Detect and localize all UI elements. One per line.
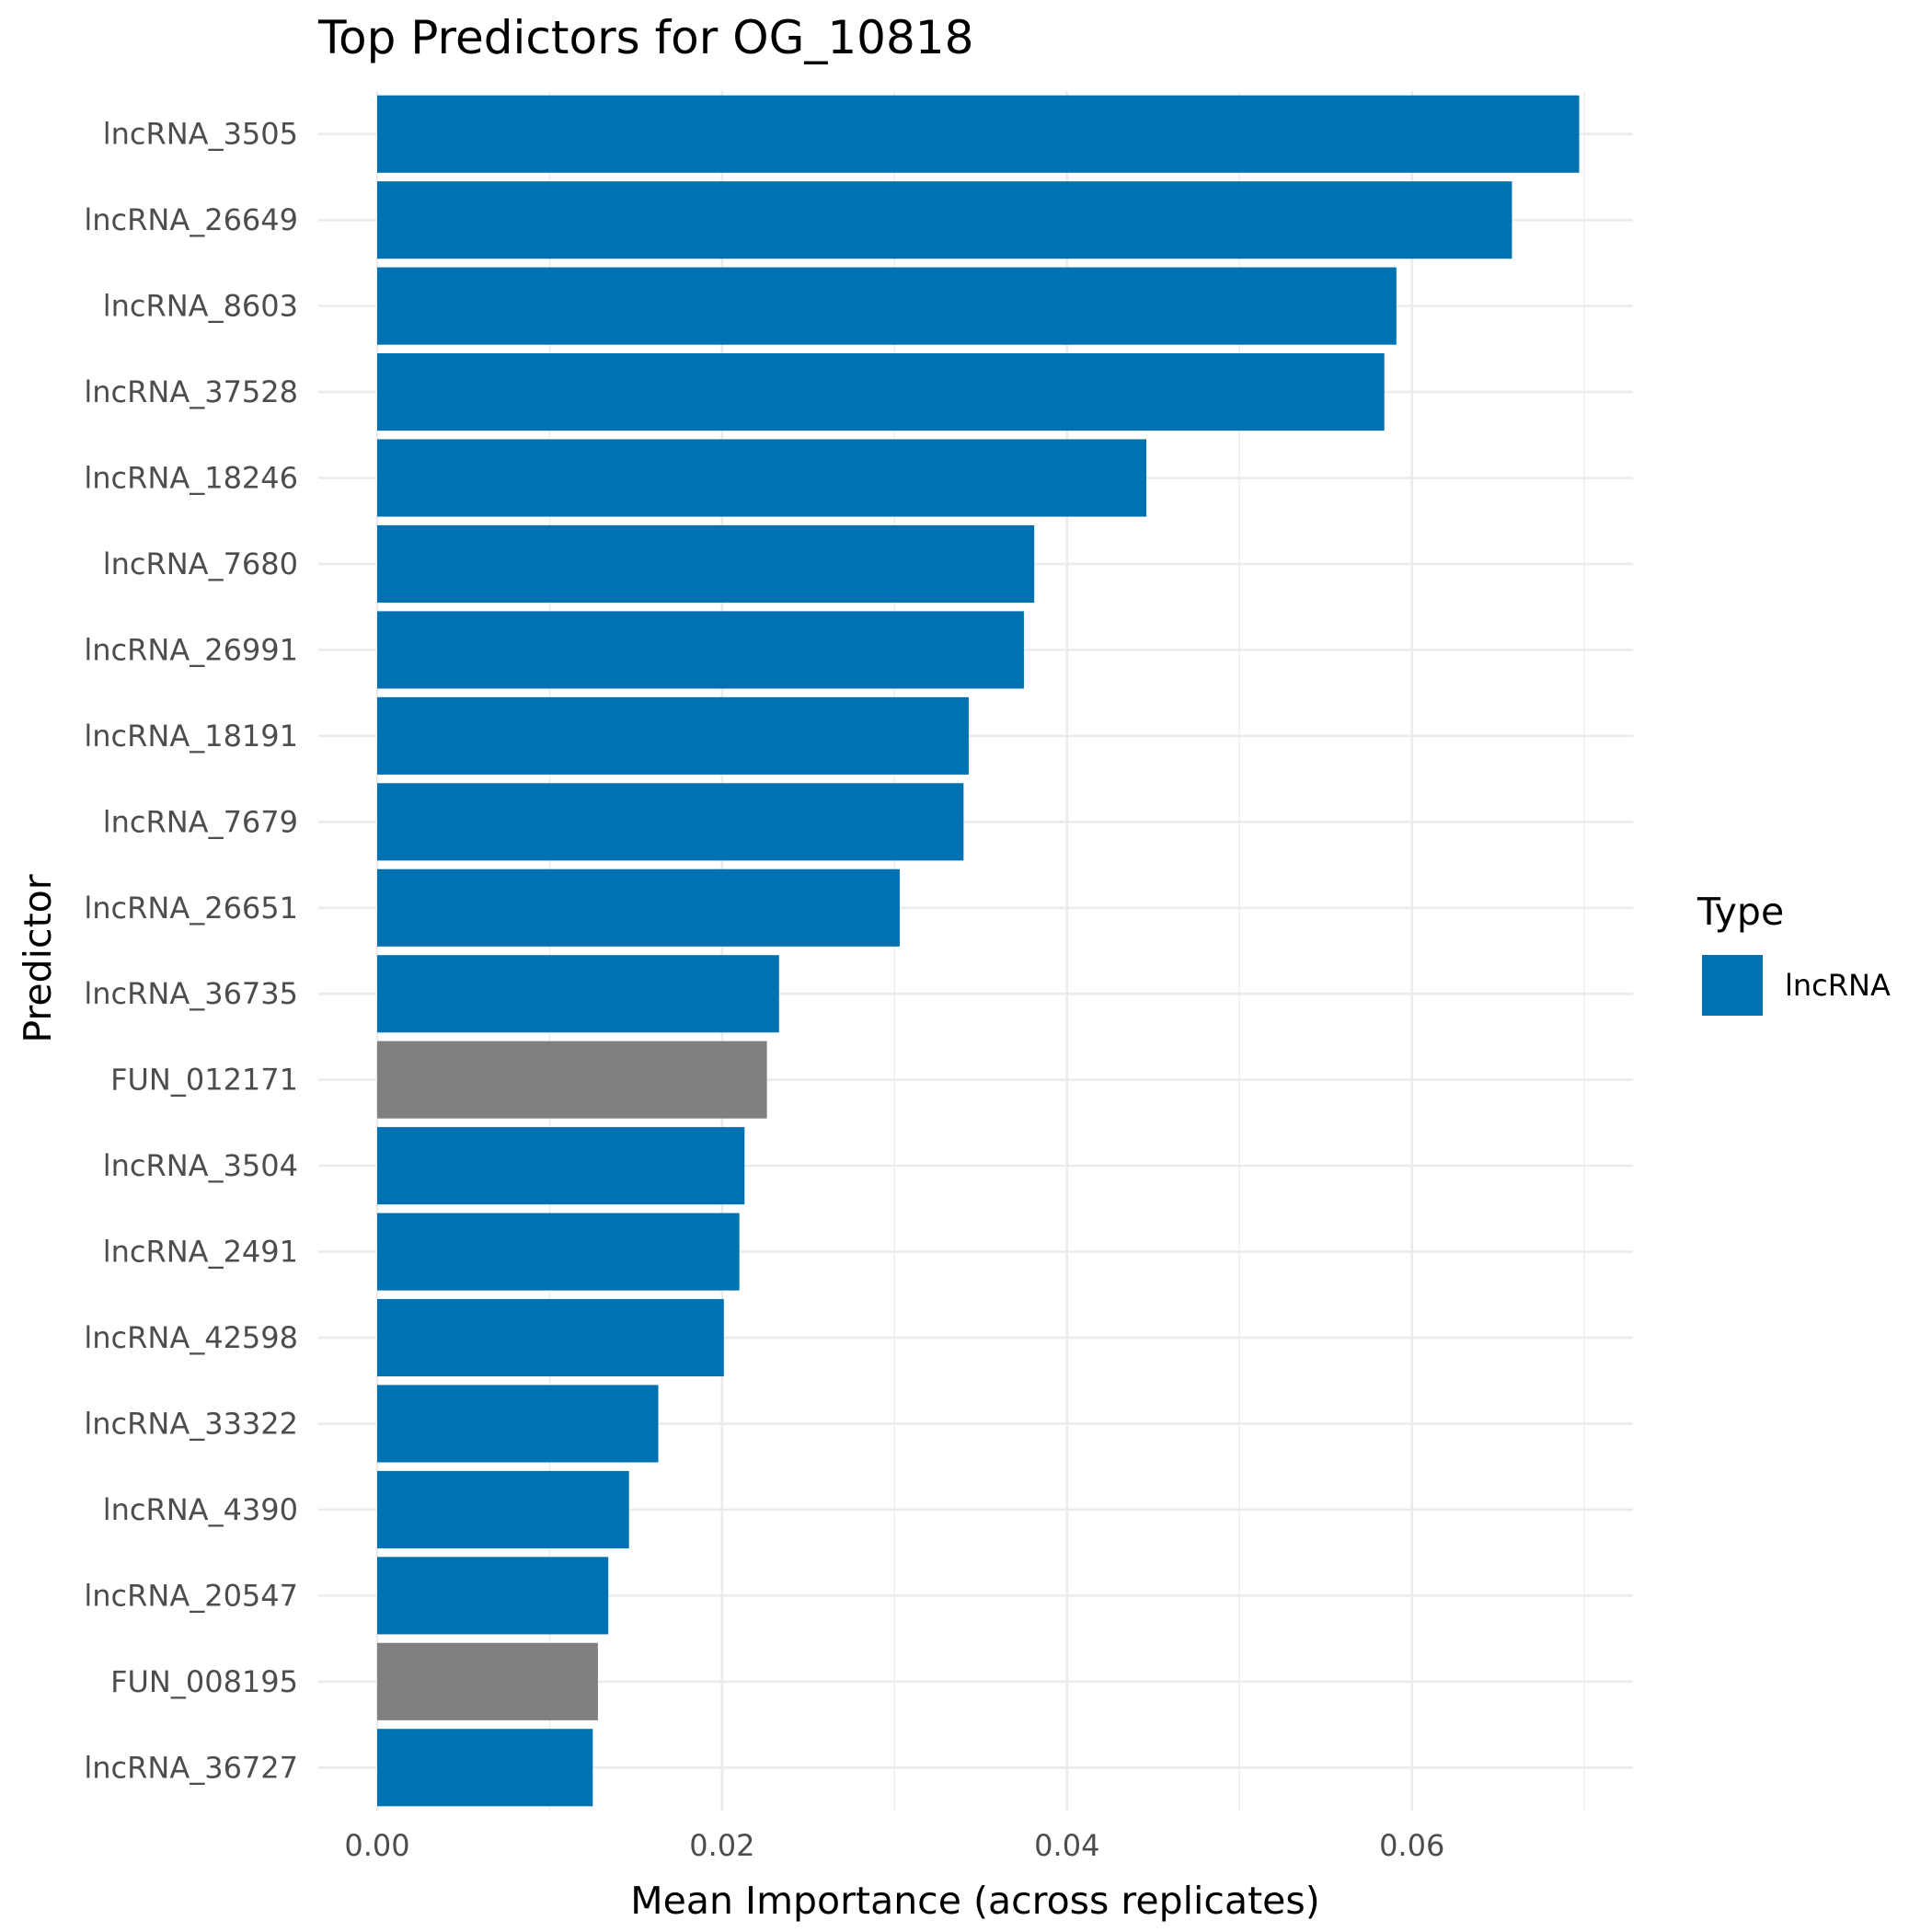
- y-tick-label: lncRNA_18246: [84, 461, 298, 496]
- y-tick-label: lncRNA_37528: [84, 374, 298, 409]
- bar-lncRNA_3504: [377, 1127, 745, 1205]
- bar-lncRNA_20547: [377, 1557, 609, 1635]
- y-tick-label: lncRNA_2491: [103, 1235, 298, 1270]
- bars: [377, 95, 1580, 1807]
- bar-FUN_008195: [377, 1642, 598, 1720]
- grid-lines: [318, 91, 1633, 1811]
- bar-lncRNA_8603: [377, 267, 1397, 345]
- y-tick-label: lncRNA_26649: [84, 202, 298, 237]
- legend-key: [1702, 955, 1763, 1016]
- bar-lncRNA_26991: [377, 611, 1024, 689]
- bar-lncRNA_7679: [377, 783, 964, 861]
- x-tick-label: 0.00: [344, 1828, 409, 1863]
- bar-FUN_012171: [377, 1041, 767, 1119]
- bar-lncRNA_18246: [377, 439, 1147, 517]
- y-tick-label: lncRNA_33322: [84, 1406, 298, 1441]
- bar-lncRNA_42598: [377, 1298, 724, 1377]
- bar-lncRNA_3505: [377, 95, 1580, 173]
- chart-title: Top Predictors for OG_10818: [317, 11, 973, 64]
- bar-lncRNA_26651: [377, 868, 900, 947]
- bar-lncRNA_26649: [377, 181, 1512, 259]
- x-axis-title: Mean Importance (across replicates): [630, 1879, 1320, 1923]
- bar-lncRNA_37528: [377, 353, 1385, 431]
- y-axis-title: Predictor: [16, 874, 60, 1042]
- y-tick-label: lncRNA_4390: [103, 1492, 298, 1527]
- y-tick-label: lncRNA_3505: [103, 117, 298, 152]
- legend-label: lncRNA: [1785, 968, 1891, 1003]
- x-tick-labels: 0.00 0.02 0.04 0.06: [344, 1828, 1444, 1863]
- y-tick-label: FUN_012171: [110, 1063, 298, 1098]
- y-tick-label: lncRNA_7680: [103, 546, 298, 581]
- y-tick-labels: lncRNA_3505 lncRNA_26649 lncRNA_8603 lncRNA…: [84, 117, 298, 1786]
- legend: Type lncRNA: [1696, 890, 1891, 1016]
- y-tick-label: lncRNA_7679: [103, 804, 298, 839]
- bar-lncRNA_7680: [377, 524, 1035, 604]
- y-tick-label: lncRNA_26651: [84, 891, 298, 926]
- legend-title: Type: [1696, 890, 1784, 934]
- x-tick-label: 0.02: [689, 1828, 754, 1863]
- y-tick-label: lncRNA_3504: [103, 1148, 298, 1183]
- bar-lncRNA_33322: [377, 1385, 659, 1463]
- bar-lncRNA_2491: [377, 1213, 740, 1291]
- x-tick-label: 0.06: [1379, 1828, 1444, 1863]
- y-tick-label: lncRNA_26991: [84, 632, 298, 667]
- bar-lncRNA_18191: [377, 696, 969, 775]
- x-tick-label: 0.04: [1034, 1828, 1099, 1863]
- bar-lncRNA_36727: [377, 1729, 593, 1807]
- bar-lncRNA_36735: [377, 955, 779, 1033]
- bar-lncRNA_4390: [377, 1470, 629, 1548]
- y-tick-label: lncRNA_8603: [103, 289, 298, 324]
- y-tick-label: lncRNA_36735: [84, 976, 298, 1011]
- y-tick-label: lncRNA_36727: [84, 1750, 298, 1785]
- y-tick-label: lncRNA_20547: [84, 1578, 298, 1613]
- y-tick-label: lncRNA_18191: [84, 719, 298, 753]
- y-tick-label: lncRNA_42598: [84, 1320, 298, 1355]
- y-tick-label: FUN_008195: [110, 1664, 298, 1699]
